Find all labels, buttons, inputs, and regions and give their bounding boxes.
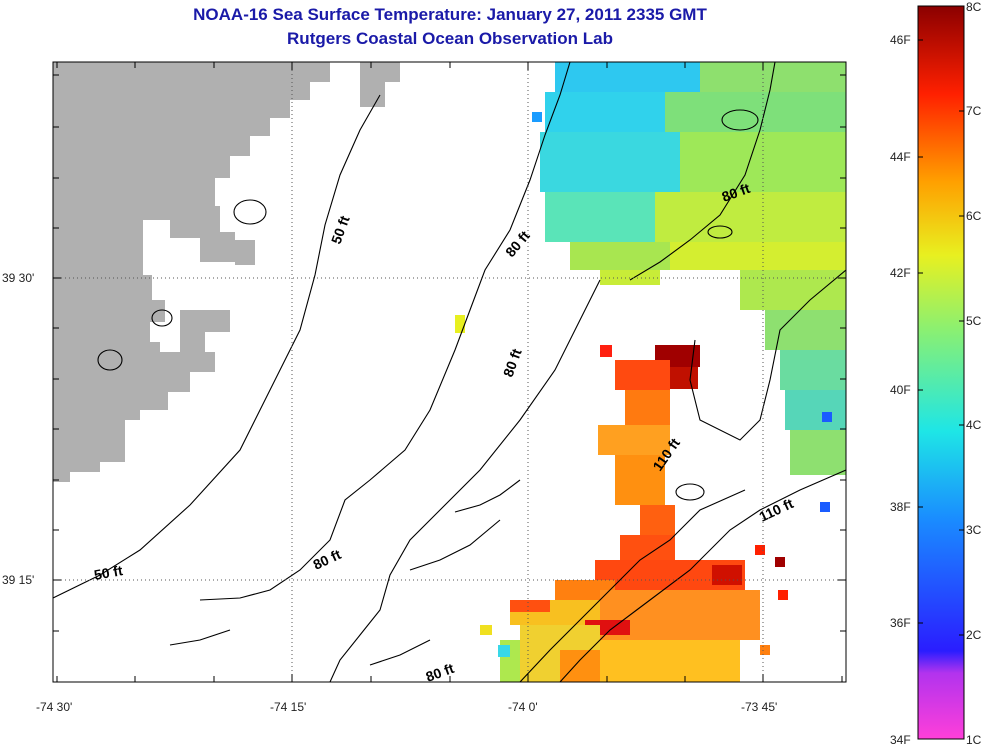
contour-label: 50 ft <box>93 562 124 583</box>
contour-label: 80 ft <box>500 346 525 379</box>
colorbar-f-label: 42F <box>890 266 911 280</box>
sst-pixels <box>455 62 846 682</box>
colorbar-c-label: 5C <box>966 314 982 328</box>
lon-label: -74 15' <box>270 700 307 714</box>
colorbar-f-label: 44F <box>890 150 911 164</box>
colorbar-c-label: 2C <box>966 628 982 642</box>
lon-label: -73 45' <box>741 700 778 714</box>
lon-label: -74 0' <box>508 700 538 714</box>
contour-label: 50 ft <box>328 213 353 246</box>
lat-label: 39 30' <box>2 271 35 285</box>
lat-label: 39 15' <box>2 573 35 587</box>
colorbar-f-label: 46F <box>890 33 911 47</box>
graticule <box>53 62 846 682</box>
colorbar-c-label: 1C <box>966 733 982 747</box>
colorbar-ticks <box>918 5 964 636</box>
colorbar-f-label: 36F <box>890 616 911 630</box>
bathymetry-contours <box>53 62 846 682</box>
land-cell <box>235 240 255 265</box>
map-subtitle: Rutgers Coastal Ocean Observation Lab <box>287 29 613 48</box>
contour-label: 80 ft <box>502 227 533 260</box>
contour-label: 80 ft <box>311 546 344 573</box>
colorbar-c-label: 4C <box>966 418 982 432</box>
colorbar-c-label: 6C <box>966 209 982 223</box>
colorbar <box>917 5 965 740</box>
map-title: NOAA-16 Sea Surface Temperature: January… <box>193 5 707 24</box>
contour-label: 80 ft <box>424 660 457 685</box>
land-cell <box>360 82 385 107</box>
colorbar-c-label: 3C <box>966 523 982 537</box>
land-mass <box>53 62 330 482</box>
land-cell <box>360 62 400 82</box>
colorbar-c-label: 7C <box>966 104 982 118</box>
colorbar-c-label: 8C <box>966 0 982 14</box>
axis-ticks <box>53 62 846 682</box>
lon-label: -74 30' <box>36 700 73 714</box>
contour-label: 110 ft <box>757 495 797 525</box>
colorbar-f-label: 34F <box>890 733 911 747</box>
colorbar-f-label: 38F <box>890 500 911 514</box>
colorbar-f-label: 40F <box>890 383 911 397</box>
